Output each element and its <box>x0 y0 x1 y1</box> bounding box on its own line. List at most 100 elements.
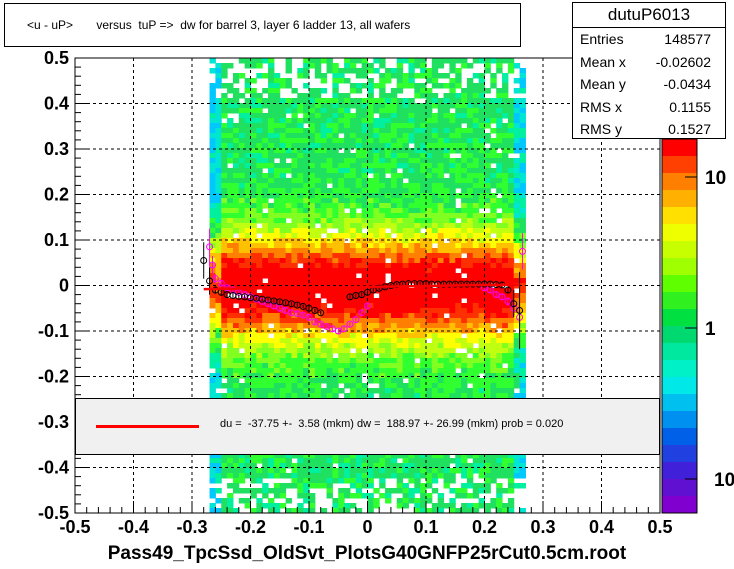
heatmap-cell <box>449 318 456 324</box>
heatmap-cell <box>472 103 480 109</box>
heatmap-cell <box>314 338 322 344</box>
heatmap-cell <box>373 178 380 184</box>
heatmap-cell <box>332 243 339 249</box>
heatmap-cell <box>426 223 433 229</box>
heatmap-cell <box>303 253 310 259</box>
heatmap-cell <box>408 458 415 464</box>
heatmap-cell <box>297 283 304 289</box>
heatmap-cell <box>466 198 474 204</box>
heatmap-cell <box>332 233 339 239</box>
heatmap-cell <box>314 238 322 244</box>
heatmap-cell <box>314 368 322 374</box>
heatmap-cell <box>361 268 368 274</box>
heatmap-cell <box>396 203 404 209</box>
heatmap-cell <box>309 273 316 279</box>
heatmap-cell <box>431 268 439 274</box>
color-scale-band <box>662 156 697 174</box>
heatmap-cell <box>373 133 380 139</box>
heatmap-cell <box>484 363 491 369</box>
heatmap-cell <box>449 343 456 349</box>
heatmap-cell <box>344 103 351 109</box>
magenta-profile-point <box>270 302 278 310</box>
heatmap-cell <box>437 243 445 249</box>
heatmap-cell <box>367 123 374 129</box>
heatmap-cell <box>373 118 380 124</box>
heatmap-cell <box>244 363 251 369</box>
heatmap-cell <box>227 128 234 134</box>
heatmap-cell <box>262 58 269 64</box>
heatmap-cell <box>408 278 415 284</box>
heatmap-cell <box>256 93 263 99</box>
heatmap-cell <box>221 353 228 359</box>
heatmap-cell <box>297 253 304 259</box>
heatmap-cell <box>250 388 257 394</box>
heatmap-cell <box>355 103 363 109</box>
heatmap-cell <box>396 208 404 214</box>
heatmap-cell <box>250 308 257 314</box>
heatmap-cell <box>455 278 462 284</box>
heatmap-cell <box>367 238 374 244</box>
heatmap-cell <box>443 383 450 389</box>
heatmap-cell <box>496 273 503 279</box>
heatmap-cell <box>320 118 328 124</box>
heatmap-cell <box>513 348 521 354</box>
color-scale-band <box>662 326 697 344</box>
heatmap-cell <box>414 303 421 309</box>
heatmap-cell <box>221 223 228 229</box>
heatmap-cell <box>256 453 263 459</box>
heatmap-cell <box>437 343 445 349</box>
heatmap-cell <box>338 68 345 74</box>
heatmap-cell <box>303 163 310 169</box>
heatmap-cell <box>414 393 421 399</box>
heatmap-cell <box>414 213 421 219</box>
heatmap-cell <box>455 248 462 254</box>
heatmap-cell <box>232 128 240 134</box>
heatmap-cell <box>215 218 222 224</box>
heatmap-cell <box>209 388 216 394</box>
heatmap-cell <box>519 283 526 289</box>
heatmap-cell <box>250 268 257 274</box>
heatmap-cell <box>355 223 363 229</box>
heatmap-cell <box>385 298 392 304</box>
heatmap-cell <box>431 63 439 69</box>
heatmap-cell <box>507 278 515 284</box>
heatmap-cell <box>408 218 415 224</box>
heatmap-cell <box>309 483 316 489</box>
heatmap-cell <box>268 253 275 259</box>
heatmap-cell <box>221 473 228 479</box>
heatmap-cell <box>496 268 503 274</box>
heatmap-cell <box>332 83 339 89</box>
heatmap-cell <box>414 138 421 144</box>
heatmap-cell <box>513 338 521 344</box>
heatmap-cell <box>303 98 310 104</box>
heatmap-cell <box>238 93 246 99</box>
heatmap-cell <box>461 363 468 369</box>
heatmap-cell <box>361 163 368 169</box>
heatmap-cell <box>314 373 322 379</box>
heatmap-cell <box>373 128 380 134</box>
heatmap-cell <box>414 218 421 224</box>
heatmap-cell <box>338 473 345 479</box>
heatmap-cell <box>461 208 468 214</box>
heatmap-cell <box>361 278 368 284</box>
heatmap-cell <box>297 233 304 239</box>
heatmap-cell <box>309 183 316 189</box>
heatmap-cell <box>420 118 427 124</box>
heatmap-cell <box>449 498 456 504</box>
heatmap-cell <box>314 453 322 459</box>
heatmap-cell <box>385 248 392 254</box>
heatmap-cell <box>437 238 445 244</box>
heatmap-cell <box>367 148 374 154</box>
heatmap-cell <box>209 358 216 364</box>
heatmap-cell <box>507 118 515 124</box>
heatmap-cell <box>519 203 526 209</box>
heatmap-cell <box>232 253 240 259</box>
heatmap-cell <box>344 338 351 344</box>
heatmap-cell <box>472 133 480 139</box>
heatmap-cell <box>478 328 485 334</box>
heatmap-cell <box>361 138 368 144</box>
heatmap-cell <box>279 463 287 469</box>
heatmap-cell <box>314 98 322 104</box>
heatmap-cell <box>420 83 427 89</box>
heatmap-cell <box>314 363 322 369</box>
